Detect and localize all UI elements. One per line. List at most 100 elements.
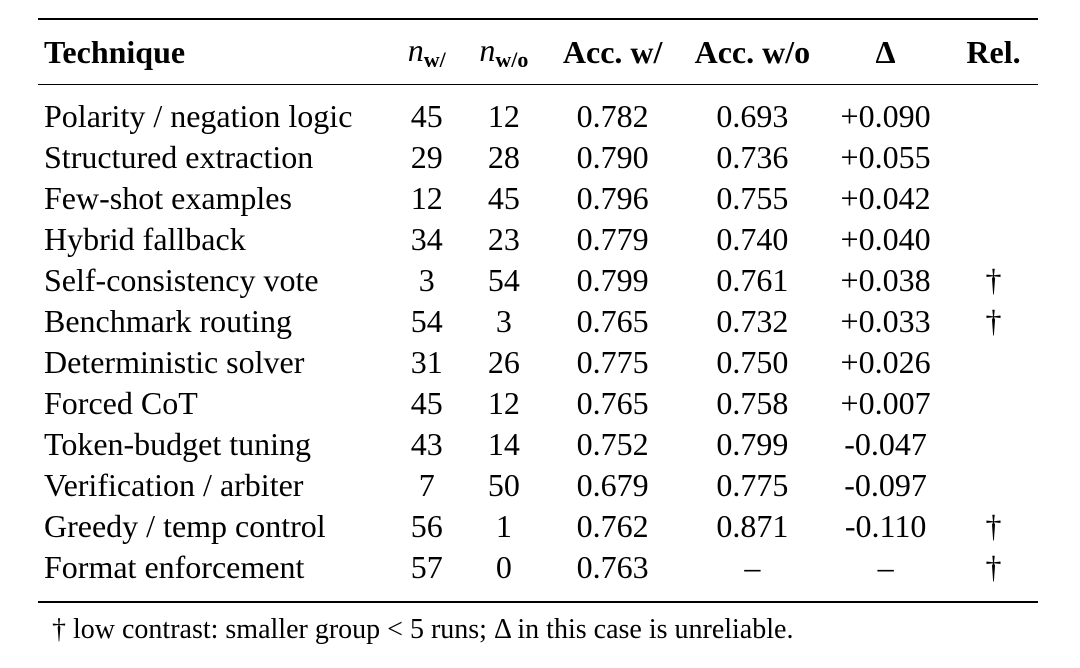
cell-n-without: 12: [487, 384, 520, 421]
cell-technique: Polarity / negation logic: [44, 97, 353, 134]
cell-acc-with: 0.762: [576, 507, 649, 544]
cell-delta: +0.040: [840, 220, 931, 257]
cell-acc-without: 0.775: [716, 466, 789, 503]
cell-n-without: 14: [487, 425, 520, 462]
cell-technique: Self-consistency vote: [44, 261, 319, 298]
cell-acc-with: 0.799: [576, 261, 649, 298]
table-header: Technique nw/ nw/o Acc. w/ Acc. w/o Δ Re…: [38, 19, 1038, 85]
cell-delta: -0.110: [844, 507, 927, 544]
cell-acc-with: 0.765: [576, 302, 649, 339]
cell-n-with: 12: [410, 179, 443, 216]
table-row: Format enforcement 57 0 0.763 – – †: [38, 546, 1038, 602]
cell-n-with: 45: [410, 97, 443, 134]
cell-delta: +0.090: [840, 97, 931, 134]
cell-acc-with: 0.679: [576, 466, 649, 503]
cell-technique: Token-budget tuning: [44, 425, 312, 462]
cell-acc-without: 0.693: [716, 97, 789, 134]
cell-n-without: 26: [487, 343, 520, 380]
cell-rel: [949, 177, 1038, 218]
cell-delta: +0.055: [840, 138, 931, 175]
cell-technique: Forced CoT: [44, 384, 198, 421]
cell-n-without: 28: [487, 138, 520, 175]
cell-n-without: 3: [495, 302, 512, 339]
table-row: Greedy / temp control 56 1 0.762 0.871 -0.110…: [38, 505, 1038, 546]
cell-n-with: 34: [410, 220, 443, 257]
cell-rel: †: [985, 507, 1002, 544]
cell-rel: [949, 341, 1038, 382]
col-n-without-symbol: n: [479, 31, 496, 68]
cell-n-with: 43: [410, 425, 443, 462]
cell-n-with: 56: [410, 507, 443, 544]
cell-n-with: 3: [418, 261, 435, 298]
cell-rel: [949, 423, 1038, 464]
cell-acc-with: 0.779: [576, 220, 649, 257]
cell-acc-without: 0.750: [716, 343, 789, 380]
cell-delta: –: [877, 548, 894, 585]
cell-acc-with: 0.790: [576, 138, 649, 175]
cell-delta: +0.033: [840, 302, 931, 339]
table-row: Structured extraction 29 28 0.790 0.736 +0.05…: [38, 136, 1038, 177]
cell-acc-without: 0.732: [716, 302, 789, 339]
cell-acc-with: 0.796: [576, 179, 649, 216]
cell-rel: [949, 218, 1038, 259]
cell-acc-without: 0.740: [716, 220, 789, 257]
cell-acc-without: 0.761: [716, 261, 789, 298]
cell-n-without: 23: [487, 220, 520, 257]
cell-technique: Greedy / temp control: [44, 507, 326, 544]
col-n-without-subscript: w/o: [495, 46, 529, 72]
cell-delta: +0.026: [840, 343, 931, 380]
cell-rel: †: [985, 302, 1002, 339]
cell-n-with: 57: [410, 548, 443, 585]
cell-rel: †: [985, 261, 1002, 298]
cell-acc-without: 0.736: [716, 138, 789, 175]
table-body: Polarity / negation logic 45 12 0.782 0.693 +…: [38, 85, 1038, 602]
table-row: Polarity / negation logic 45 12 0.782 0.693 +…: [38, 85, 1038, 137]
results-table: Technique nw/ nw/o Acc. w/ Acc. w/o Δ Re…: [38, 18, 1038, 603]
cell-n-without: 0: [495, 548, 512, 585]
cell-rel: [949, 136, 1038, 177]
cell-rel: †: [985, 548, 1002, 585]
cell-technique: Hybrid fallback: [44, 220, 246, 257]
cell-acc-with: 0.763: [576, 548, 649, 585]
cell-acc-without: 0.758: [716, 384, 789, 421]
col-n-with-symbol: n: [407, 31, 424, 68]
cell-n-with: 45: [410, 384, 443, 421]
cell-technique: Deterministic solver: [44, 343, 305, 380]
col-acc-with: Acc. w/: [562, 34, 663, 70]
cell-n-with: 31: [410, 343, 443, 380]
cell-acc-without: 0.871: [716, 507, 789, 544]
cell-acc-without: 0.755: [716, 179, 789, 216]
table-row: Deterministic solver 31 26 0.775 0.750 +0.026: [38, 341, 1038, 382]
cell-n-without: 50: [487, 466, 520, 503]
cell-n-with: 7: [418, 466, 435, 503]
col-acc-without: Acc. w/o: [694, 34, 811, 70]
cell-technique: Format enforcement: [44, 548, 305, 585]
cell-n-with: 29: [410, 138, 443, 175]
table-row: Self-consistency vote 3 54 0.799 0.761 +0.038…: [38, 259, 1038, 300]
cell-n-without: 1: [495, 507, 512, 544]
col-n-with: nw/: [388, 19, 465, 85]
cell-acc-without: –: [744, 548, 761, 585]
col-n-without: nw/o: [465, 19, 543, 85]
table-row: Hybrid fallback 34 23 0.779 0.740 +0.040: [38, 218, 1038, 259]
cell-rel: [949, 464, 1038, 505]
cell-delta: +0.007: [840, 384, 931, 421]
footnote: † low contrast: smaller group < 5 runs; …: [52, 614, 794, 645]
cell-delta: -0.047: [844, 425, 927, 462]
table-row: Verification / arbiter 7 50 0.679 0.775 -0.09…: [38, 464, 1038, 505]
cell-delta: +0.042: [840, 179, 931, 216]
table-row: Forced CoT 45 12 0.765 0.758 +0.007: [38, 382, 1038, 423]
cell-acc-without: 0.799: [716, 425, 789, 462]
cell-delta: -0.097: [844, 466, 927, 503]
table-row: Token-budget tuning 43 14 0.752 0.799 -0.047: [38, 423, 1038, 464]
cell-technique: Benchmark routing: [44, 302, 292, 339]
cell-technique: Few-shot examples: [44, 179, 292, 216]
cell-n-without: 54: [487, 261, 520, 298]
cell-acc-with: 0.765: [576, 384, 649, 421]
table-row: Few-shot examples 12 45 0.796 0.755 +0.042: [38, 177, 1038, 218]
cell-delta: +0.038: [840, 261, 931, 298]
cell-acc-with: 0.775: [576, 343, 649, 380]
col-rel: Rel.: [966, 34, 1021, 70]
cell-n-with: 54: [410, 302, 443, 339]
cell-acc-with: 0.782: [576, 97, 649, 134]
